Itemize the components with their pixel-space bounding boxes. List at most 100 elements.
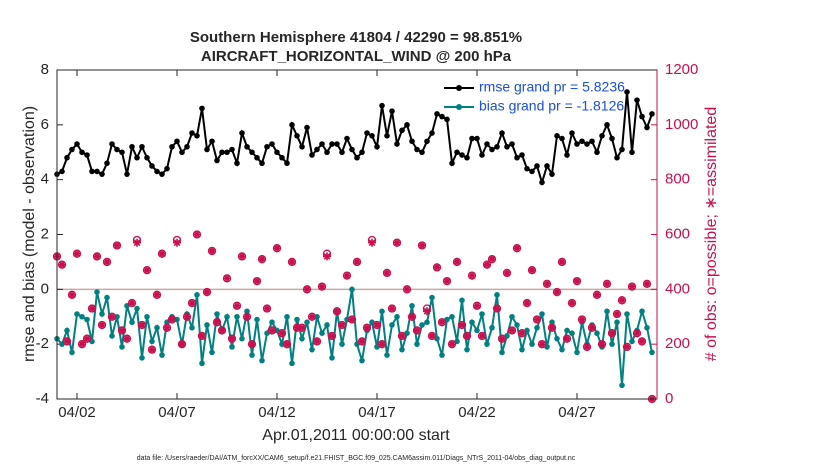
obs-assimilated-marker [463,331,471,340]
y2-tick-label: 200 [665,335,690,352]
obs-assimilated-marker [118,326,126,335]
series-point [149,163,155,169]
obs-assimilated-marker [383,268,391,277]
obs-assimilated-marker [283,340,291,349]
series-point [319,330,325,337]
obs-assimilated-marker [323,252,331,261]
y-tick-label: 6 [41,116,49,133]
y2-tick-label: 0 [665,390,673,407]
obs-assimilated-marker [278,329,286,338]
series-point [239,335,245,342]
series-point [144,154,150,161]
series-point [409,302,415,309]
obs-assimilated-marker [68,290,76,299]
series-point [504,143,510,150]
series-point [129,319,135,326]
obs-assimilated-marker [63,337,71,346]
obs-assimilated-marker [628,282,636,291]
obs-assimilated-marker [58,260,66,269]
legend-swatch-marker [456,85,462,91]
x-tick-label: 04/22 [458,404,496,421]
series-point [609,341,615,347]
series-point [649,349,655,356]
series-point [99,311,105,317]
series-point [379,308,385,315]
obs-assimilated-marker [258,255,266,264]
series-point [454,149,460,156]
obs-assimilated-marker [113,241,121,250]
series-point [229,344,235,350]
series-point [494,292,500,298]
y-tick-label: 0 [41,280,49,297]
series-point [534,324,540,331]
series-point [399,127,405,134]
obs-assimilated-marker [143,266,151,275]
obs-assimilated-marker [393,238,401,247]
x-tick-label: 04/02 [58,404,96,421]
obs-assimilated-marker [318,282,326,291]
obs-assimilated-marker [298,323,306,332]
series-point [569,330,575,337]
series-point [644,324,650,331]
series-point [254,316,260,323]
series-point [514,322,520,328]
series-point [554,335,560,342]
y-tick-label: 4 [41,171,49,188]
series-point [309,346,315,353]
obs-assimilated-marker [448,340,456,349]
series-point [634,97,640,103]
legend-label: bias grand pr = -1.8126 [479,98,624,114]
series-point [204,322,210,328]
footnote: data file: /Users/raeder/DAI/ATM_forcXX/… [137,455,576,462]
obs-assimilated-marker [173,238,181,247]
series-point [94,168,100,175]
series-point [94,289,100,295]
obs-assimilated-marker [593,290,601,299]
obs-assimilated-marker [548,323,556,332]
y-tick-label: -4 [36,390,49,407]
obs-assimilated-marker [618,296,626,305]
series-point [289,360,295,367]
series-point [499,130,505,136]
series-point [399,346,405,353]
obs-assimilated-marker [123,334,131,343]
series-point [324,322,330,328]
series-point [459,152,465,158]
obs-assimilated-marker [638,337,646,346]
obs-assimilated-marker [88,304,96,313]
obs-assimilated-marker [343,271,351,280]
series-point [489,146,495,153]
series-point [539,311,545,317]
obs-assimilated-marker [248,340,256,349]
y-axis-label: rmse and bias (model - observation) [21,106,38,362]
series-point [329,141,335,147]
series-point [239,130,245,136]
series-point [434,111,440,117]
series-point [599,133,605,139]
series-point [229,146,235,153]
obs-assimilated-marker [263,304,271,313]
series-point [354,154,360,161]
x-tick-label: 04/17 [358,404,396,421]
obs-assimilated-marker [108,312,116,321]
y2-tick-label: 1200 [665,61,698,78]
obs-assimilated-marker [513,244,521,253]
obs-assimilated-marker [253,277,261,286]
series-point [199,105,205,112]
obs-assimilated-marker [493,304,501,313]
series-point [484,341,490,347]
series-point [489,324,495,331]
obs-assimilated-marker [153,290,161,299]
y2-tick-label: 800 [665,171,690,188]
obs-assimilated-marker [268,326,276,335]
obs-assimilated-marker [443,277,451,286]
series-point [109,333,115,339]
series-point [574,349,580,356]
series-point [394,141,400,147]
series-point [469,319,475,326]
series-point [594,330,600,337]
obs-assimilated-marker [428,331,436,340]
series-point [564,152,570,158]
series-point [629,338,635,345]
obs-assimilated-marker [293,323,301,332]
